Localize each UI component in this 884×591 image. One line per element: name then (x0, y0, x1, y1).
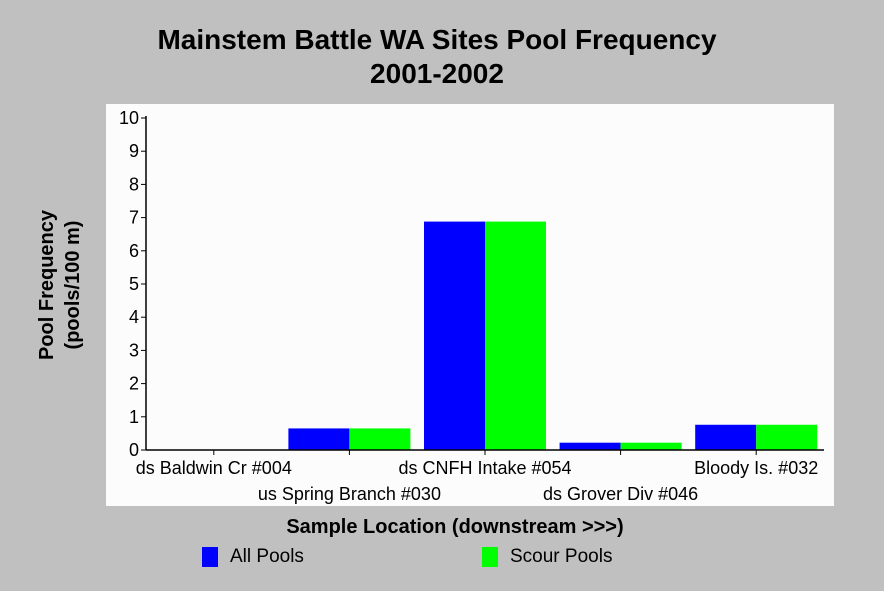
y-tick-label: 2 (129, 374, 139, 394)
x-axis-label: Sample Location (downstream >>>) (286, 516, 624, 538)
y-tick-label: 8 (129, 174, 139, 194)
bar-all-pools (695, 424, 757, 450)
y-tick-label: 5 (129, 274, 139, 294)
legend-label-all-pools: All Pools (230, 546, 304, 567)
bar-scour-pools (485, 221, 546, 450)
y-tick-label: 6 (129, 241, 139, 261)
bar-scour-pools (756, 424, 818, 450)
legend-swatch-scour-pools (482, 547, 498, 567)
plot-panel: 0 1 2 3 4 5 6 7 8 9 10 ds Baldwin Cr #004 us Spring … (106, 104, 834, 506)
bar-chart: 0 1 2 3 4 5 6 7 8 9 10 ds Baldwin Cr #004 us Spring … (119, 108, 824, 504)
legend-item-scour-pools: Scour Pools (482, 546, 612, 568)
legend-label-scour-pools: Scour Pools (510, 546, 613, 567)
y-tick-label: 0 (129, 440, 139, 460)
legend-item-all-pools: All Pools (202, 546, 304, 568)
bar-scour-pools (349, 428, 411, 450)
y-axis-label-line1: Pool Frequency (36, 209, 58, 361)
y-tick-label: 9 (129, 141, 139, 161)
chart-subtitle: 2001-2002 (370, 58, 504, 89)
y-tick-label: 4 (129, 307, 139, 327)
bar-all-pools (559, 442, 621, 450)
x-tick-label: Bloody Is. #032 (694, 458, 818, 478)
legend-swatch-all-pools (202, 547, 218, 567)
x-tick-label: us Spring Branch #030 (258, 484, 441, 504)
bar-scour-pools (620, 442, 682, 450)
bar-all-pools (288, 428, 350, 450)
y-axis-label-line2: (pools/100 m) (62, 220, 84, 350)
x-tick-label: ds Grover Div #046 (543, 484, 698, 504)
x-tick-label: ds Baldwin Cr #004 (136, 458, 292, 478)
x-tick-label: ds CNFH Intake #054 (398, 458, 571, 478)
y-tick-label: 1 (129, 407, 139, 427)
chart-title: Mainstem Battle WA Sites Pool Frequency (157, 24, 717, 55)
y-axis-label: Pool Frequency (pools/100 m) (34, 125, 86, 445)
y-tick-label: 10 (119, 108, 139, 128)
y-tick-label: 3 (129, 340, 139, 360)
y-tick-label: 7 (129, 208, 139, 228)
bar-all-pools (424, 221, 485, 450)
